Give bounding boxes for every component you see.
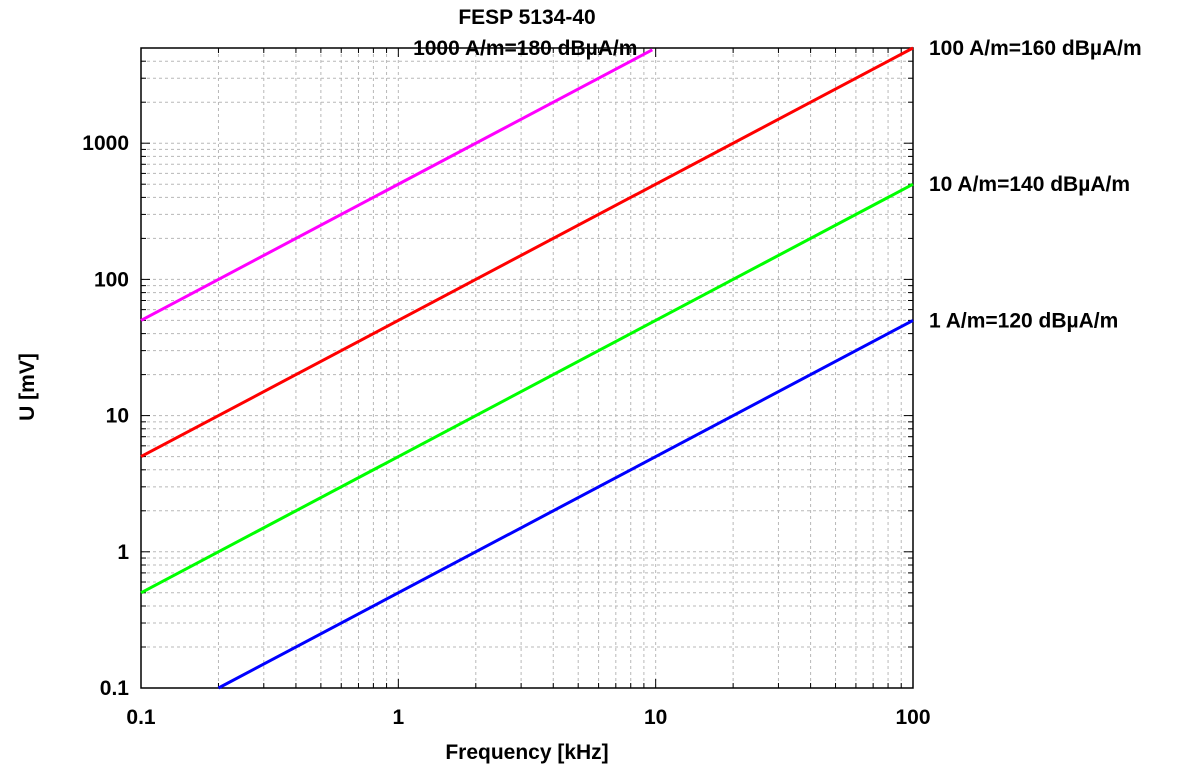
- y-tick-label: 0.1: [100, 677, 130, 700]
- series-line: [217, 319, 914, 690]
- series-lines: [140, 46, 914, 690]
- y-tick-label: 1000: [82, 132, 129, 155]
- x-tick-label: 1: [392, 706, 404, 729]
- y-tick-label: 100: [94, 268, 129, 291]
- x-tick-label: 10: [644, 706, 667, 729]
- series-label: 100 A/m=160 dBµA/m: [929, 37, 1142, 60]
- x-tick-label: 0.1: [126, 706, 156, 729]
- y-tick-label: 10: [106, 405, 129, 428]
- grid: [140, 47, 913, 689]
- y-tick-label: 1: [117, 541, 129, 564]
- x-axis-label: Frequency [kHz]: [445, 741, 608, 764]
- series-label: 1000 A/m=180 dBµA/m: [413, 37, 637, 60]
- series-label: 1 A/m=120 dBµA/m: [929, 309, 1118, 332]
- plot-frame: [140, 47, 914, 689]
- y-tick-labels: 0.1 1 10 100 1000: [82, 132, 129, 700]
- axis-ticks: [140, 47, 913, 689]
- x-tick-label: 100: [895, 706, 930, 729]
- chart-title: FESP 5134-40: [458, 6, 595, 29]
- series-line: [140, 46, 914, 458]
- series-line: [140, 182, 914, 595]
- series-label: 10 A/m=140 dBµA/m: [929, 173, 1130, 196]
- series-labels: 1000 A/m=180 dBµA/m 100 A/m=160 dBµA/m 10 …: [413, 37, 1142, 332]
- series-line: [140, 48, 654, 322]
- y-axis-label: U [mV]: [16, 353, 39, 421]
- x-tick-labels: 0.1 1 10 100: [126, 706, 930, 729]
